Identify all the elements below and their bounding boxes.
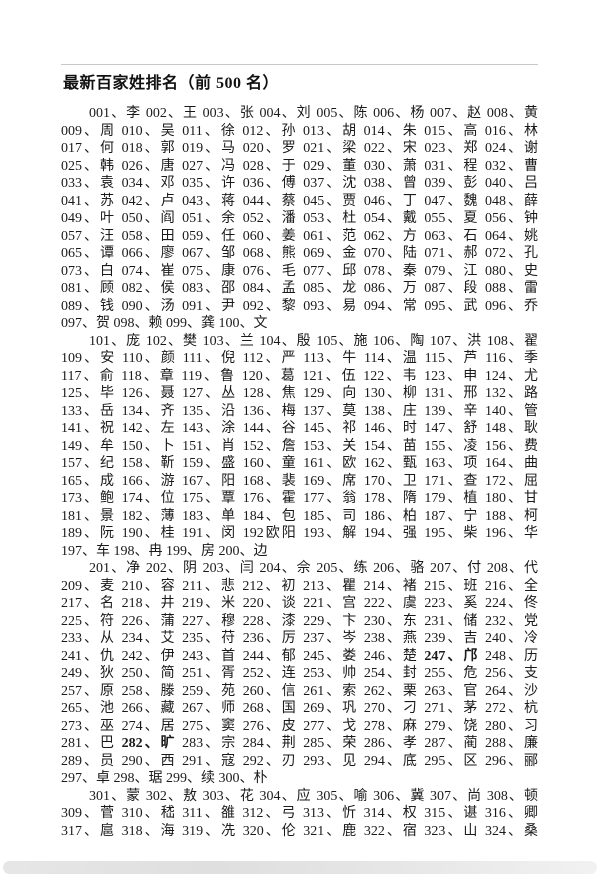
- text-line: 001、李 002、王 003、张 004、刘 005、陈 006、杨 007、…: [61, 105, 538, 123]
- text-line: 025、韩 026、唐 027、冯 028、于 029、董 030、萧 031、…: [61, 158, 538, 176]
- text-line: 189、阮 190、桂 191、闵 192欧阳 193、解 194、强 195、…: [61, 525, 538, 543]
- text-segment: 189、阮 190、桂 191、闵 192欧阳 193、解 194、强 195、…: [61, 526, 538, 541]
- text-segment: 097、贺 098、赖 099、龚 100、文: [61, 316, 268, 331]
- text-segment: 317、扈 318、海 319、冼 320、伦 321、鹿 322、宿 323、…: [61, 823, 538, 839]
- text-segment: 301、蒙 302、敖 303、花 304、应 305、喻 306、冀 307、…: [89, 788, 538, 804]
- text-segment: 173、鲍 174、位 175、覃 176、霍 177、翁 178、隋 179、…: [61, 491, 538, 506]
- text-line: 117、俞 118、章 119、鲁 120、葛 121、伍 122、韦 123、…: [61, 368, 538, 386]
- bold-text-segment: 247、邝: [424, 648, 480, 664]
- text-line: 009、周 010、吴 011、徐 012、孙 013、胡 014、朱 015、…: [61, 123, 538, 141]
- text-segment: 149、牟 150、卜 151、肖 152、詹 153、关 154、苗 155、…: [61, 438, 538, 454]
- text-segment: 309、菅 310、嵇 311、雒 312、弓 313、忻 314、权 315、…: [61, 806, 538, 821]
- text-segment: 109、安 110、颜 111、倪 112、严 113、牛 114、温 115、…: [61, 351, 538, 366]
- text-line: 141、祝 142、左 143、涂 144、谷 145、祁 146、时 147、…: [61, 420, 538, 438]
- text-segment: 141、祝 142、左 143、涂 144、谷 145、祁 146、时 147、…: [61, 421, 538, 436]
- text-segment: 157、纪 158、靳 159、盛 160、童 161、欧 162、甄 163、…: [61, 456, 538, 471]
- text-segment: 257、原 258、滕 259、苑 260、信 261、索 262、栗 263、…: [61, 683, 538, 699]
- text-segment: 065、谭 066、廖 067、邹 068、熊 069、金 070、陆 071、…: [61, 246, 538, 261]
- text-line: 073、白 074、崔 075、康 076、毛 077、邱 078、秦 079、…: [61, 263, 538, 281]
- text-segment: 117、俞 118、章 119、鲁 120、葛 121、伍 122、韦 123、…: [61, 368, 538, 384]
- text-segment: 009、周 010、吴 011、徐 012、孙 013、胡 014、朱 015、…: [61, 123, 538, 139]
- text-line: 225、符 226、蒲 227、穆 228、漆 229、卞 230、东 231、…: [61, 613, 538, 631]
- text-segment: 049、叶 050、阎 051、余 052、潘 053、杜 054、戴 055、…: [61, 211, 538, 226]
- text-segment: 025、韩 026、唐 027、冯 028、于 029、董 030、萧 031、…: [61, 158, 538, 174]
- text-line: 265、池 266、藏 267、师 268、国 269、巩 270、刁 271、…: [61, 700, 538, 718]
- text-segment: 241、仇 242、伊 243、首 244、郁 245、娄 246、楚: [61, 648, 425, 664]
- text-segment: 165、成 166、游 167、阳 168、裴 169、席 170、卫 171、…: [61, 473, 538, 489]
- text-line: 033、袁 034、邓 035、许 036、傅 037、沈 038、曾 039、…: [61, 175, 538, 193]
- text-line: 017、何 018、郭 019、马 020、罗 021、梁 022、宋 023、…: [61, 140, 538, 158]
- text-line: 081、顾 082、侯 083、邵 084、孟 085、龙 086、万 087、…: [61, 280, 538, 298]
- text-segment: 089、钱 090、汤 091、尹 092、黎 093、易 094、常 095、…: [61, 298, 538, 314]
- text-line: 057、汪 058、田 059、任 060、姜 061、范 062、方 063、…: [61, 228, 538, 246]
- text-segment: 201、净 202、阴 203、闫 204、佘 205、练 206、骆 207、…: [89, 561, 538, 576]
- text-line: 301、蒙 302、敖 303、花 304、应 305、喻 306、冀 307、…: [61, 788, 538, 806]
- text-segment: 057、汪 058、田 059、任 060、姜 061、范 062、方 063、…: [61, 228, 538, 244]
- text-segment: 081、顾 082、侯 083、邵 084、孟 085、龙 086、万 087、…: [61, 281, 538, 296]
- text-segment: 289、员 290、西 291、寇 292、刃 293、见 294、底 295、…: [61, 753, 538, 769]
- text-segment: 133、岳 134、齐 135、沿 136、梅 137、莫 138、庄 139、…: [61, 403, 538, 419]
- text-segment: 001、李 002、王 003、张 004、刘 005、陈 006、杨 007、…: [89, 106, 538, 121]
- text-line: 173、鲍 174、位 175、覃 176、霍 177、翁 178、隋 179、…: [61, 490, 538, 508]
- text-line: 049、叶 050、阎 051、余 052、潘 053、杜 054、戴 055、…: [61, 210, 538, 228]
- text-line: 249、狄 250、简 251、胥 252、连 253、帅 254、封 255、…: [61, 665, 538, 683]
- text-segment: 225、符 226、蒲 227、穆 228、漆 229、卞 230、东 231、…: [61, 613, 538, 629]
- document-body: 001、李 002、王 003、张 004、刘 005、陈 006、杨 007、…: [61, 105, 538, 840]
- text-line: 317、扈 318、海 319、冼 320、伦 321、鹿 322、宿 323、…: [61, 823, 538, 841]
- text-line: 181、景 182、薄 183、单 184、包 185、司 186、柏 187、…: [61, 508, 538, 526]
- text-segment: 297、卓 298、琚 299、续 300、朴: [61, 771, 268, 786]
- text-line: 041、苏 042、卢 043、蒋 044、蔡 045、贾 046、丁 047、…: [61, 193, 538, 211]
- page-title: 最新百家姓排名（前 500 名）: [63, 75, 280, 92]
- text-segment: 283、宗 284、荆 285、荣 286、孝 287、蔺 288、廉: [176, 736, 539, 751]
- text-segment: 197、车 198、冉 199、房 200、边: [61, 543, 268, 559]
- text-segment: 101、庞 102、樊 103、兰 104、殷 105、施 106、陶 107、…: [89, 333, 538, 349]
- text-segment: 181、景 182、薄 183、单 184、包 185、司 186、柏 187、…: [61, 508, 538, 524]
- text-segment: 281、巴: [61, 736, 122, 751]
- text-line: 289、员 290、西 291、寇 292、刃 293、见 294、底 295、…: [61, 753, 538, 771]
- text-segment: 273、巫 274、居 275、窦 276、皮 277、戈 278、麻 279、…: [61, 718, 538, 734]
- text-line: 065、谭 066、廖 067、邹 068、熊 069、金 070、陆 071、…: [61, 245, 538, 263]
- text-segment: 217、名 218、井 219、米 220、谈 221、宫 222、虞 223、…: [61, 596, 538, 611]
- text-line: 309、菅 310、嵇 311、雒 312、弓 313、忻 314、权 315、…: [61, 805, 538, 823]
- text-line: 209、麦 210、容 211、悲 212、初 213、瞿 214、褚 215、…: [61, 578, 538, 596]
- text-line: 201、净 202、阴 203、闫 204、佘 205、练 206、骆 207、…: [61, 560, 538, 578]
- text-segment: 248、历: [479, 648, 539, 664]
- text-line: 149、牟 150、卜 151、肖 152、詹 153、关 154、苗 155、…: [61, 438, 538, 456]
- bold-text-segment: 282、旷: [121, 736, 177, 751]
- text-line: 241、仇 242、伊 243、首 244、郁 245、娄 246、楚 247、…: [61, 648, 538, 666]
- text-segment: 249、狄 250、简 251、胥 252、连 253、帅 254、封 255、…: [61, 666, 538, 681]
- text-segment: 125、毕 126、聂 127、丛 128、焦 129、向 130、柳 131、…: [61, 386, 538, 401]
- text-line: 257、原 258、滕 259、苑 260、信 261、索 262、栗 263、…: [61, 683, 538, 701]
- text-line: 165、成 166、游 167、阳 168、裴 169、席 170、卫 171、…: [61, 473, 538, 491]
- document-content: 最新百家姓排名（前 500 名） 001、李 002、王 003、张 004、刘…: [61, 64, 538, 840]
- text-line: 233、从 234、艾 235、苻 236、厉 237、岑 238、燕 239、…: [61, 630, 538, 648]
- text-segment: 209、麦 210、容 211、悲 212、初 213、瞿 214、褚 215、…: [61, 578, 538, 594]
- text-segment: 017、何 018、郭 019、马 020、罗 021、梁 022、宋 023、…: [61, 141, 538, 156]
- text-line: 097、贺 098、赖 099、龚 100、文: [61, 315, 538, 333]
- text-line: 157、纪 158、靳 159、盛 160、童 161、欧 162、甄 163、…: [61, 455, 538, 473]
- text-line: 281、巴 282、旷 283、宗 284、荆 285、荣 286、孝 287、…: [61, 735, 538, 753]
- page-bottom-shadow: [3, 861, 597, 874]
- text-segment: 041、苏 042、卢 043、蒋 044、蔡 045、贾 046、丁 047、…: [61, 193, 538, 209]
- text-line: 101、庞 102、樊 103、兰 104、殷 105、施 106、陶 107、…: [61, 333, 538, 351]
- text-line: 217、名 218、井 219、米 220、谈 221、宫 222、虞 223、…: [61, 595, 538, 613]
- text-line: 197、车 198、冉 199、房 200、边: [61, 543, 538, 561]
- text-segment: 265、池 266、藏 267、师 268、国 269、巩 270、刁 271、…: [61, 701, 538, 716]
- text-line: 125、毕 126、聂 127、丛 128、焦 129、向 130、柳 131、…: [61, 385, 538, 403]
- text-line: 089、钱 090、汤 091、尹 092、黎 093、易 094、常 095、…: [61, 298, 538, 316]
- text-segment: 073、白 074、崔 075、康 076、毛 077、邱 078、秦 079、…: [61, 263, 538, 279]
- text-line: 133、岳 134、齐 135、沿 136、梅 137、莫 138、庄 139、…: [61, 403, 538, 421]
- text-segment: 033、袁 034、邓 035、许 036、傅 037、沈 038、曾 039、…: [61, 176, 538, 191]
- text-line: 297、卓 298、琚 299、续 300、朴: [61, 770, 538, 788]
- text-line: 109、安 110、颜 111、倪 112、严 113、牛 114、温 115、…: [61, 350, 538, 368]
- text-line: 273、巫 274、居 275、窦 276、皮 277、戈 278、麻 279、…: [61, 718, 538, 736]
- text-segment: 233、从 234、艾 235、苻 236、厉 237、岑 238、燕 239、…: [61, 631, 538, 646]
